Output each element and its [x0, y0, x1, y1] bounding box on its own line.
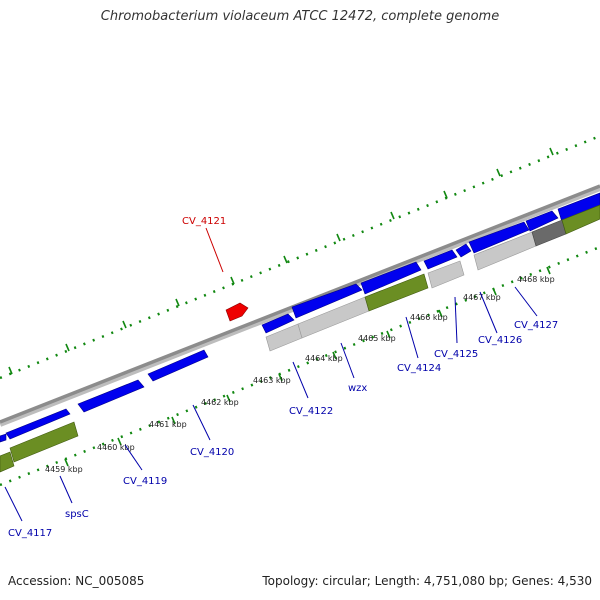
tick-label: 4461 kbp — [149, 420, 187, 429]
gene-label-wzx[interactable]: wzx — [348, 383, 367, 394]
tick-label: 4466 kbp — [410, 313, 448, 322]
cds-feature[interactable] — [77, 379, 145, 413]
tick-label: 4463 kbp — [253, 376, 291, 385]
inner-dotted-guide — [0, 245, 600, 487]
cds-feature[interactable] — [468, 221, 530, 254]
olive-feature[interactable] — [9, 421, 79, 463]
gene-label-spsc[interactable]: spsC — [65, 509, 89, 520]
olive-feature[interactable] — [561, 204, 600, 235]
gene-label-cv4117[interactable]: CV_4117 — [8, 528, 52, 539]
cds-feature[interactable] — [455, 243, 472, 258]
tick-label: 4460 kbp — [97, 443, 135, 452]
cds-feature[interactable] — [423, 249, 458, 270]
cds-feature[interactable] — [291, 283, 363, 319]
cds-feature[interactable] — [557, 192, 600, 223]
olive-feature[interactable] — [0, 451, 15, 473]
tick-label: 4465 kbp — [358, 334, 396, 343]
outer-tick-marks — [8, 147, 554, 375]
tick-label: 4468 kbp — [517, 275, 555, 284]
map-title: Chromobacterium violaceum ATCC 12472, co… — [100, 9, 500, 24]
cds-feature[interactable] — [360, 261, 422, 295]
accession-label: Accession: NC_005085 — [8, 574, 145, 588]
label-leader-lines — [4, 227, 538, 522]
gene-label-cv4125[interactable]: CV_4125 — [434, 349, 478, 360]
gene-label-cv4122[interactable]: CV_4122 — [289, 406, 333, 417]
gene-label-cv4119[interactable]: CV_4119 — [123, 476, 167, 487]
gene-label-cv4124[interactable]: CV_4124 — [397, 363, 441, 374]
tick-label: 4459 kbp — [45, 465, 83, 474]
gene-label-cv4126[interactable]: CV_4126 — [478, 335, 522, 346]
grey-feature[interactable] — [427, 260, 465, 289]
olive-feature[interactable] — [364, 273, 429, 312]
cds-feature[interactable] — [5, 408, 71, 440]
inner-tick-marks — [64, 266, 551, 467]
cds-feature[interactable] — [261, 313, 295, 334]
cds-feature[interactable] — [0, 433, 7, 443]
gene-label-cv4127[interactable]: CV_4127 — [514, 320, 558, 331]
gene-label-cv4121[interactable]: CV_4121 — [182, 216, 226, 227]
cds-feature[interactable] — [147, 349, 209, 382]
gene-label-cv4120[interactable]: CV_4120 — [190, 447, 234, 458]
tick-label: 4462 kbp — [201, 398, 239, 407]
tick-label: 4464 kbp — [305, 354, 343, 363]
genome-stats-label: Topology: circular; Length: 4,751,080 bp… — [262, 574, 592, 588]
cds-feature[interactable] — [525, 210, 559, 232]
highlighted-cds[interactable] — [225, 302, 249, 322]
